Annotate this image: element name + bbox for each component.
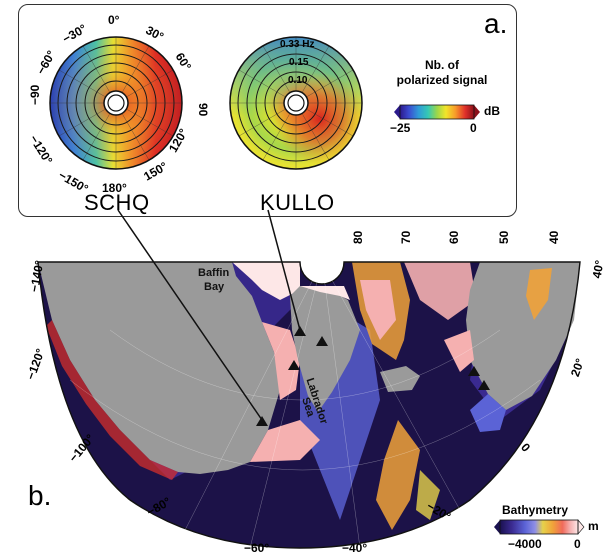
station-marker-kullo	[294, 326, 306, 336]
frequency-label: 0.15	[289, 57, 309, 68]
azimuth-label: −90	[28, 84, 42, 105]
kullo-frequency-labels: 0.33 Hz 0.15 0.10	[280, 39, 314, 86]
bathymetry-max-label: 0	[574, 537, 581, 551]
longitude-label: 40°	[590, 259, 603, 279]
colorbar-unit: dB	[484, 104, 500, 118]
station-marker	[288, 360, 300, 370]
region-label: Bay	[204, 281, 225, 293]
bathymetry-colorbar	[494, 519, 585, 535]
bathymetry-min-label: −4000	[508, 537, 542, 551]
frequency-label: 0.33 Hz	[280, 39, 314, 50]
panel-a-letter: a.	[484, 8, 508, 39]
colorbar-min-label: −25	[390, 121, 411, 135]
azimuth-label: −30°	[60, 21, 89, 46]
longitude-label: −40°	[342, 541, 367, 555]
longitude-label: 70	[399, 230, 413, 244]
colorbar-max-label: 0	[470, 121, 477, 135]
colorbar-title-line2: polarized signal	[396, 73, 488, 87]
bathymetry-unit: m	[588, 519, 599, 533]
azimuth-label: −60°	[34, 48, 59, 77]
longitude-label: −120°	[24, 347, 48, 382]
schq-polar-rose	[49, 36, 183, 170]
frequency-label: 0.10	[288, 75, 308, 86]
station-marker	[468, 366, 480, 376]
polarized-signal-colorbar	[394, 104, 480, 120]
azimuth-label: 60°	[173, 50, 195, 73]
longitude-label: −140°	[27, 259, 46, 293]
bathymetry-title: Bathymetry	[502, 503, 569, 517]
azimuth-label: −120°	[27, 132, 56, 167]
station-name-kullo: KULLO	[260, 190, 335, 215]
longitude-label: 60	[447, 230, 461, 244]
longitude-label: 50	[497, 230, 511, 244]
longitude-label: 40	[547, 230, 561, 244]
station-marker	[478, 380, 490, 390]
azimuth-label: 0°	[108, 13, 120, 27]
station-marker	[316, 336, 328, 346]
longitude-label: −60°	[244, 541, 269, 555]
longitude-label: 20°	[568, 356, 587, 378]
panel-b-map	[37, 209, 581, 549]
azimuth-label: 90	[196, 103, 210, 117]
station-name-schq: SCHQ	[84, 190, 150, 215]
panel-b-letter: b.	[28, 480, 52, 511]
region-label: Baffin	[198, 267, 229, 279]
kullo-polar-rose	[229, 36, 363, 170]
station-marker-schq	[256, 416, 268, 426]
azimuth-label: 180°	[102, 181, 127, 195]
colorbar-title-line1: Nb. of	[425, 58, 459, 72]
azimuth-label: 30°	[143, 23, 166, 44]
longitude-label: 80	[351, 230, 365, 244]
